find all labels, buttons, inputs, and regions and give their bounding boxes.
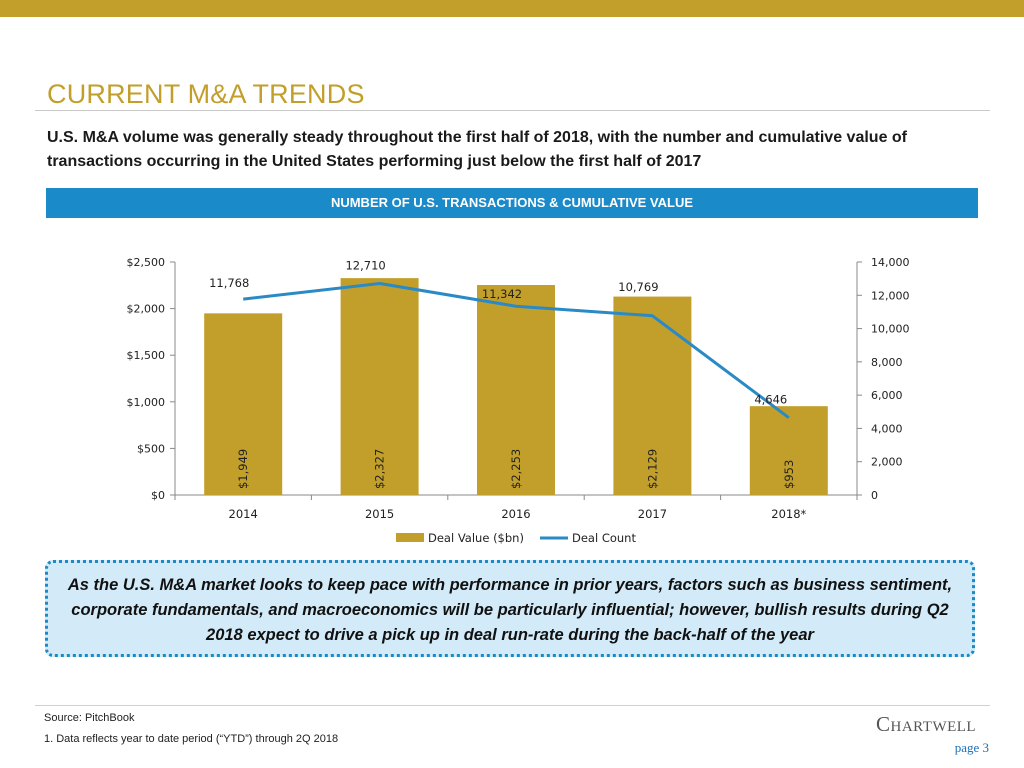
x-axis-tick-label: 2015 bbox=[365, 507, 394, 521]
callout-text: As the U.S. M&A market looks to keep pac… bbox=[67, 576, 953, 644]
bar-deal-value bbox=[749, 406, 828, 495]
deal-count-label: 11,768 bbox=[209, 276, 249, 290]
x-axis-tick-label: 2016 bbox=[501, 507, 530, 521]
page-title: CURRENT M&A TRENDS bbox=[47, 79, 365, 109]
bar-value-label: $2,129 bbox=[645, 449, 659, 489]
left-axis-tick-label: $2,500 bbox=[127, 256, 166, 269]
bar-deal-value bbox=[204, 313, 283, 495]
combo-chart: $0 $500 $1,000 $1,500 $2,000 $2,500 0 2,000 4,00… bbox=[127, 256, 910, 545]
legend-swatch-deal-value bbox=[396, 533, 424, 542]
left-axis-tick-label: $500 bbox=[137, 442, 165, 455]
right-axis-tick-label: 14,000 bbox=[871, 256, 910, 269]
title-divider bbox=[35, 110, 990, 111]
left-axis-tick-label: $1,500 bbox=[127, 349, 166, 362]
source-note: Source: PitchBook bbox=[44, 712, 135, 724]
footer-divider bbox=[35, 705, 990, 706]
x-axis-tick-label: 2017 bbox=[638, 507, 667, 521]
legend-label-deal-value: Deal Value ($bn) bbox=[428, 531, 524, 545]
right-axis-tick-label: 6,000 bbox=[871, 389, 903, 402]
left-axis-tick-label: $1,000 bbox=[127, 396, 166, 409]
deal-count-label: 12,710 bbox=[345, 258, 385, 272]
legend-label-deal-count: Deal Count bbox=[572, 531, 636, 545]
top-accent-bar bbox=[0, 0, 1024, 17]
right-axis-tick-label: 8,000 bbox=[871, 356, 903, 369]
bar-value-label: $2,327 bbox=[373, 449, 387, 489]
x-axis-tick-label: 2014 bbox=[229, 507, 258, 521]
left-axis-tick-label: $2,000 bbox=[127, 303, 166, 316]
bar-value-label: $2,253 bbox=[509, 449, 523, 489]
right-axis-tick-label: 4,000 bbox=[871, 422, 903, 435]
chartwell-logo: Chartwell bbox=[876, 712, 977, 736]
right-axis-tick-label: 12,000 bbox=[871, 289, 910, 302]
right-axis-tick-label: 10,000 bbox=[871, 323, 910, 336]
x-axis-tick-label: 2018* bbox=[771, 507, 806, 521]
bar-value-label: $1,949 bbox=[236, 449, 250, 489]
deal-count-label: 10,769 bbox=[618, 280, 658, 294]
right-axis-tick-label: 0 bbox=[871, 489, 878, 502]
page-number: page 3 bbox=[954, 740, 989, 755]
bar-value-label: $953 bbox=[782, 460, 796, 489]
deal-count-line bbox=[243, 281, 790, 419]
footnote: 1. Data reflects year to date period (“Y… bbox=[44, 733, 339, 745]
deal-count-label: 4,646 bbox=[754, 393, 787, 407]
page-subtitle: U.S. M&A volume was generally steady thr… bbox=[47, 129, 908, 170]
callout-box: As the U.S. M&A market looks to keep pac… bbox=[45, 560, 975, 657]
left-axis-tick-label: $0 bbox=[151, 489, 165, 502]
bar-deal-value bbox=[477, 285, 555, 495]
chart-header: NUMBER OF U.S. TRANSACTIONS & CUMULATIVE… bbox=[46, 188, 978, 218]
bar-deal-value bbox=[613, 296, 692, 495]
right-axis-tick-label: 2,000 bbox=[871, 456, 903, 469]
bar-deal-value bbox=[340, 278, 419, 495]
deal-count-label: 11,342 bbox=[482, 287, 522, 301]
